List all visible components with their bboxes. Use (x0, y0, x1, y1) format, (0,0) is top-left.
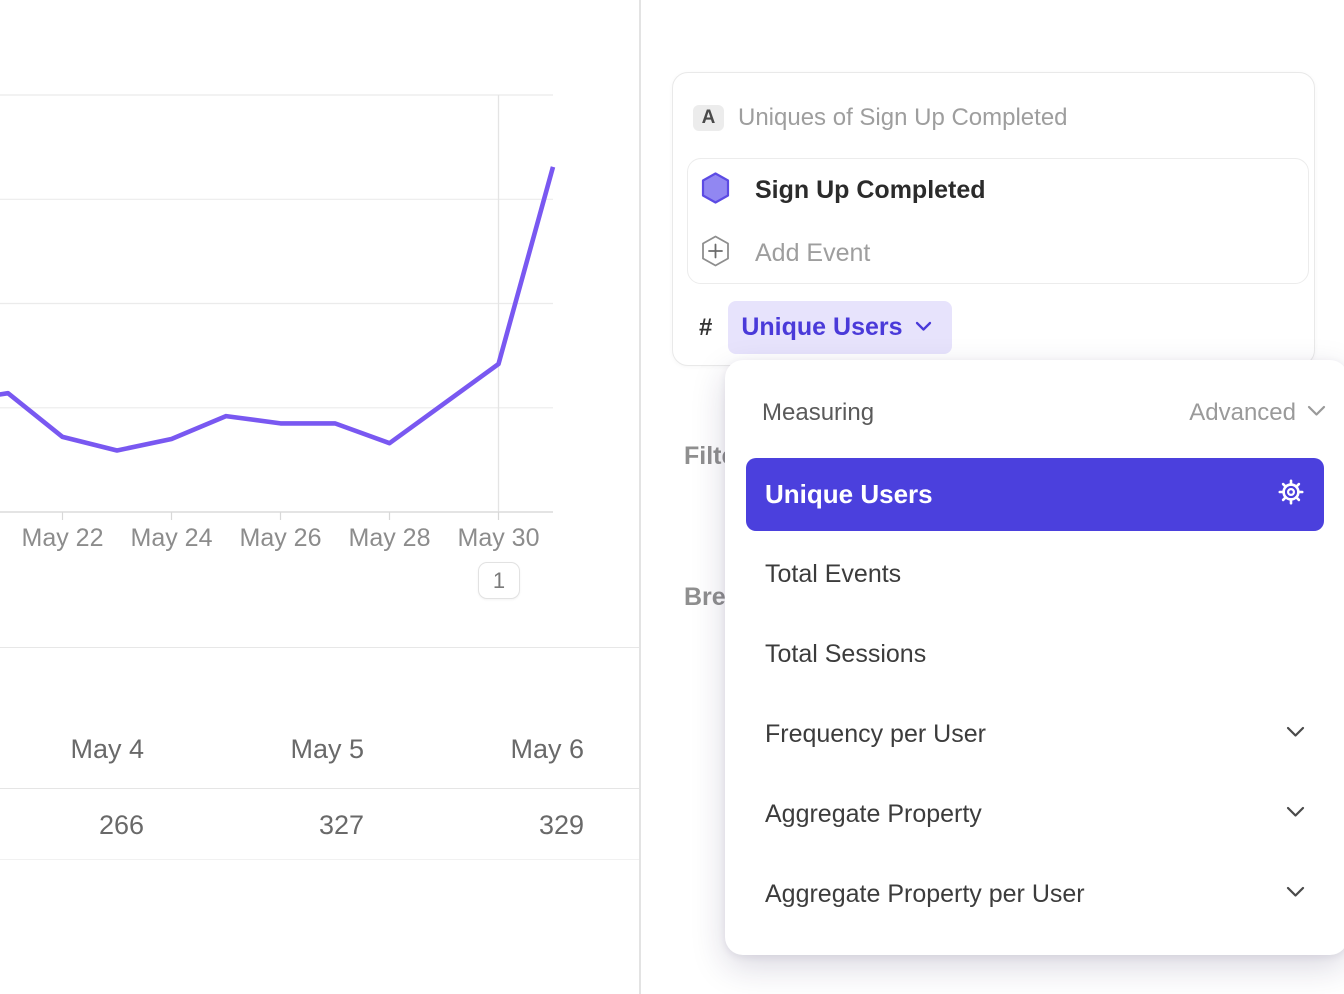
table-top-border (0, 647, 640, 648)
menu-item-label: Total Sessions (765, 639, 927, 668)
menu-item-label: Aggregate Property per User (765, 879, 1085, 908)
x-axis-labels: May 22 May 24 May 26 May 28 May 30 (21, 524, 540, 552)
count-symbol: # (699, 313, 713, 341)
line-chart (0, 94, 556, 520)
advanced-toggle[interactable]: Advanced (1189, 399, 1326, 427)
menu-item-total-sessions[interactable]: Total Sessions (746, 614, 1324, 694)
event-row[interactable]: Sign Up Completed (701, 171, 986, 209)
event-name: Sign Up Completed (755, 175, 986, 204)
measuring-label: Measuring (762, 399, 875, 426)
chevron-down-icon (1286, 885, 1305, 903)
menu-item-aggregate-property-per-user[interactable]: Aggregate Property per User (746, 854, 1324, 934)
query-title: Uniques of Sign Up Completed (738, 104, 1068, 131)
menu-item-unique-users[interactable]: Unique Users (746, 458, 1324, 531)
chevron-down-icon (1286, 725, 1305, 743)
menu-item-label: Aggregate Property (765, 799, 982, 828)
metric-row: # Unique Users (699, 301, 952, 354)
table-header-may4: May 4 (70, 734, 144, 764)
chart-gridlines (0, 94, 553, 409)
chevron-down-icon (1307, 404, 1326, 422)
table-value-may6: 329 (538, 810, 584, 840)
x-axis-ticks (61, 512, 500, 520)
menu-header: Measuring Advanced (762, 398, 1326, 428)
menu-item-label: Frequency per User (765, 719, 986, 748)
menu-item-label: Unique Users (765, 479, 933, 509)
add-event-icon (701, 235, 730, 272)
pane-divider (639, 0, 641, 994)
advanced-label: Advanced (1189, 399, 1296, 426)
menu-item-aggregate-property[interactable]: Aggregate Property (746, 774, 1324, 854)
add-event-label: Add Event (755, 238, 871, 267)
table-row-border (0, 859, 640, 860)
add-event-row[interactable]: Add Event (701, 235, 871, 272)
menu-item-total-events[interactable]: Total Events (746, 534, 1324, 614)
chevron-down-icon (1286, 805, 1305, 823)
query-builder-card: A Uniques of Sign Up Completed Sign Up C… (672, 72, 1315, 366)
metric-chip-label: Unique Users (741, 313, 903, 341)
gear-icon[interactable] (1277, 478, 1305, 511)
chevron-down-icon (915, 319, 932, 337)
menu-item-label: Total Events (765, 559, 902, 588)
table-header-may6: May 6 (510, 734, 584, 764)
event-hexagon-icon (701, 171, 730, 209)
event-card: Sign Up Completed Add Event (687, 158, 1309, 284)
table-header-may5: May 5 (290, 734, 364, 764)
measuring-dropdown-menu: Measuring Advanced Unique Users (725, 360, 1344, 955)
series-line (0, 166, 556, 453)
menu-item-frequency-per-user[interactable]: Frequency per User (746, 694, 1324, 774)
annotation-badge[interactable]: 1 (478, 562, 520, 599)
table-value-may5: 327 (318, 810, 364, 840)
table-header-border (0, 788, 640, 789)
series-a-badge: A (693, 105, 724, 131)
query-title-row: A Uniques of Sign Up Completed (693, 102, 1068, 134)
metric-dropdown-chip[interactable]: Unique Users (728, 301, 952, 354)
table-value-may4: 266 (98, 810, 144, 840)
